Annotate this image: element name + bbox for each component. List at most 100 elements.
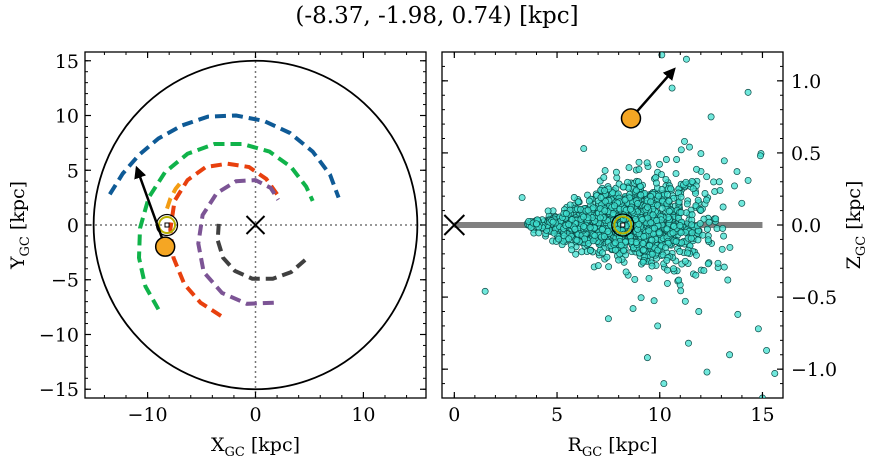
scatter-point	[658, 186, 666, 193]
scatter-point	[533, 220, 540, 228]
scatter-point	[603, 253, 611, 261]
scatter-point	[632, 239, 640, 246]
right-x-tick-label: 5	[551, 404, 563, 426]
scatter-point	[627, 205, 635, 213]
velocity-arrow	[630, 67, 676, 120]
scatter-point	[601, 207, 609, 215]
scatter-point	[681, 137, 688, 145]
scatter-point	[638, 216, 646, 224]
scatter-point	[718, 245, 726, 253]
right-x-tick-label: 0	[448, 404, 460, 426]
scatter-point	[571, 225, 579, 233]
scatter-point	[639, 258, 647, 266]
scatter-point	[703, 225, 711, 233]
scatter-point	[645, 274, 653, 282]
scatter-point	[601, 167, 609, 175]
scatter-point	[694, 236, 702, 244]
scatter-point	[604, 315, 612, 323]
sun-outer-ring	[611, 213, 635, 237]
scatter-point	[562, 210, 570, 218]
scatter-point	[572, 250, 580, 258]
scatter-point	[744, 88, 752, 96]
scatter-point	[763, 346, 771, 354]
scatter-point	[647, 198, 655, 206]
scatter-point	[697, 150, 705, 158]
scatter-point	[720, 157, 728, 165]
scatter-point	[605, 263, 613, 271]
scatter-point	[650, 224, 658, 232]
scatter-point	[692, 271, 700, 279]
scatter-point	[652, 179, 660, 187]
scatter-point	[640, 233, 648, 240]
scatter-point	[720, 232, 728, 240]
scatter-point	[585, 197, 593, 205]
scatter-point	[621, 196, 629, 204]
scatter-point	[720, 263, 728, 271]
scatter-point	[643, 159, 651, 167]
scatter-point	[598, 226, 606, 233]
scatter-point	[629, 305, 637, 313]
left-panel: −10 0 10 −15 −10 −5 0 5 10 15 XGC [kpc] YGC [kpc]	[7, 51, 427, 460]
scatter-point	[617, 241, 625, 249]
scatter-point	[672, 238, 680, 246]
scatter-point	[670, 265, 677, 273]
scatter-point	[544, 207, 552, 215]
star-marker	[620, 108, 642, 129]
scatter-point	[663, 191, 671, 198]
scatter-point	[714, 259, 722, 267]
left-y-axis-label: YGC [kpc]	[7, 181, 33, 270]
scatter-point	[715, 178, 723, 186]
right-y-tick-label: 1.0	[791, 71, 821, 93]
scatter-point	[591, 232, 599, 240]
scatter-point	[586, 224, 594, 232]
scatter-point	[662, 156, 670, 163]
scatter-point	[565, 220, 573, 228]
scatter-point	[635, 165, 643, 173]
left-x-tick-label: 10	[351, 404, 375, 426]
spiral-arm-2	[136, 142, 315, 311]
right-panel: 0 5 10 15 −1.0 −0.5 0.0 0.5 1.0 RGC [kpc] ZGC [kpc…	[441, 51, 869, 460]
scatter-point	[645, 227, 653, 235]
scatter-point	[663, 225, 671, 233]
scatter-point	[653, 217, 661, 224]
scatter-point	[686, 143, 693, 151]
scatter-point	[665, 197, 673, 205]
scatter-point	[683, 55, 690, 63]
scatter-point	[669, 229, 677, 237]
scatter-point	[771, 370, 779, 377]
scatter-point	[710, 178, 718, 186]
spiral-arm-5	[196, 178, 280, 306]
left-x-axis-label: XGC [kpc]	[211, 434, 300, 460]
scatter-point	[672, 170, 680, 178]
scatter-point	[574, 198, 582, 206]
figure-title: (-8.37, -1.98, 0.74) [kpc]	[295, 3, 579, 29]
right-y-tick-label: 0.0	[791, 215, 821, 237]
scatter-point	[713, 225, 721, 232]
scatter-point	[712, 215, 720, 223]
scatter-point	[622, 268, 630, 276]
scatter-point	[637, 294, 645, 302]
scatter-point	[700, 215, 708, 223]
scatter-point	[688, 229, 696, 237]
scatter-point	[586, 247, 594, 254]
sun-center-marker	[620, 222, 626, 228]
scatter-point	[677, 209, 685, 216]
scatter-point	[481, 287, 489, 295]
scatter-point	[734, 310, 742, 318]
scatter-point	[663, 279, 671, 287]
scatter-point	[726, 243, 734, 251]
scatter-point	[656, 160, 663, 168]
scatter-point	[685, 339, 692, 347]
scatter-point	[580, 145, 588, 153]
scatter-point	[644, 203, 651, 211]
scatter-point	[662, 175, 670, 183]
scatter-point	[697, 206, 705, 214]
scatter-point	[738, 199, 746, 207]
left-y-tick-label: −15	[39, 379, 79, 401]
scatter-point	[692, 251, 700, 259]
scatter-point	[600, 233, 608, 240]
scatter-point	[600, 174, 608, 181]
scatter-point	[731, 182, 738, 190]
left-y-tick-label: −10	[39, 324, 79, 346]
scatter-point	[662, 244, 670, 252]
